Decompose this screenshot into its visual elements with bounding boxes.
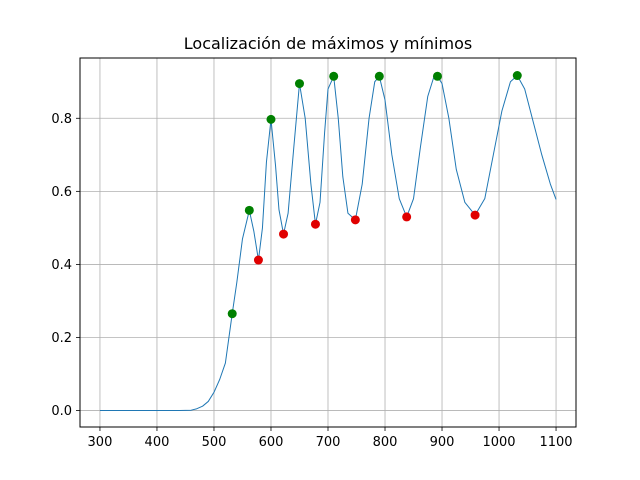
max-point — [512, 71, 522, 81]
min-point — [253, 255, 263, 265]
y-tick-label: 0.2 — [51, 331, 72, 346]
y-tick-label: 0.6 — [51, 185, 72, 200]
minima-markers — [253, 210, 480, 265]
max-point — [266, 114, 276, 124]
chart-title: Localización de máximos y mínimos — [184, 34, 472, 53]
max-point — [294, 79, 304, 89]
min-point — [470, 210, 480, 220]
x-tick-label: 500 — [202, 435, 227, 450]
x-tick-label: 800 — [373, 435, 398, 450]
y-tick-label: 0.4 — [51, 258, 72, 273]
x-tick-label: 600 — [259, 435, 284, 450]
y-tick-label: 0.0 — [51, 404, 72, 419]
min-point — [279, 229, 289, 239]
y-axis: 0.0 0.2 0.4 0.6 0.8 — [51, 112, 80, 419]
x-tick-label: 900 — [430, 435, 455, 450]
min-point — [402, 212, 412, 222]
x-tick-label: 1100 — [539, 435, 572, 450]
x-tick-label: 300 — [88, 435, 113, 450]
x-tick-label: 1000 — [482, 435, 515, 450]
min-point — [310, 219, 320, 229]
grid — [80, 58, 576, 427]
max-point — [227, 309, 237, 319]
max-point — [244, 205, 254, 215]
y-tick-label: 0.8 — [51, 112, 72, 127]
min-point — [350, 215, 360, 225]
maxima-markers — [227, 71, 522, 319]
x-tick-label: 400 — [145, 435, 170, 450]
x-axis: 300 400 500 600 700 800 900 1000 1100 — [88, 427, 573, 450]
x-tick-label: 700 — [316, 435, 341, 450]
max-point — [374, 71, 384, 81]
max-point — [329, 71, 339, 81]
max-point — [432, 71, 442, 81]
